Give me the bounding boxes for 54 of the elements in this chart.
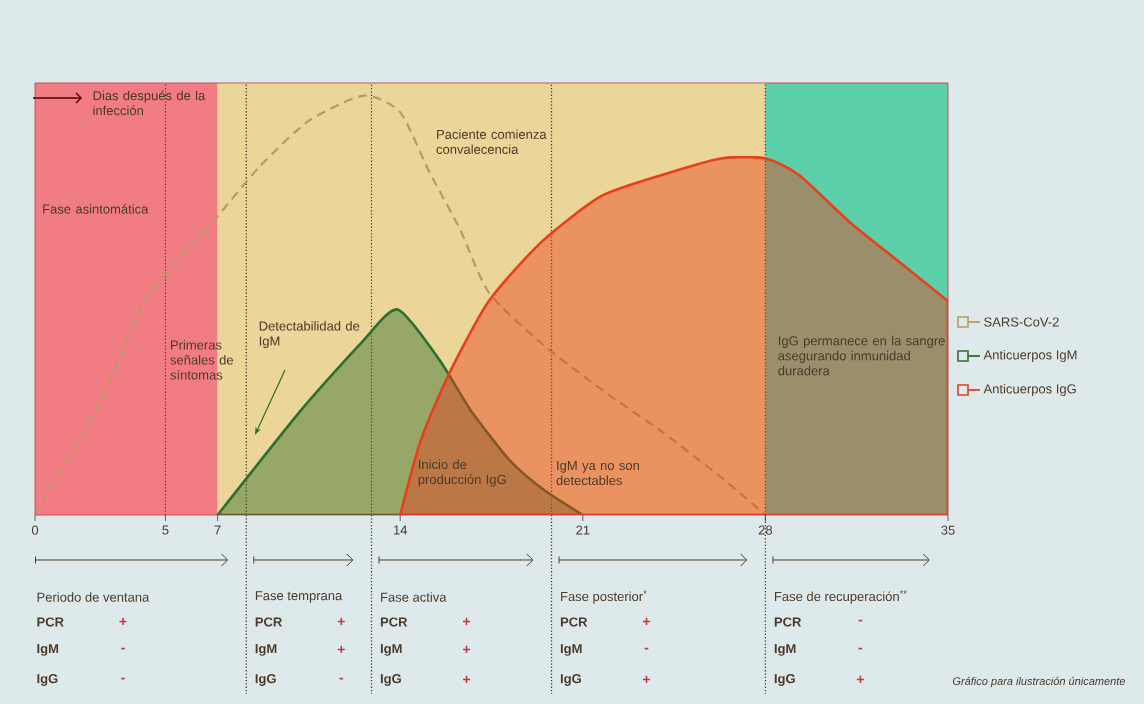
text: - — [121, 647, 125, 650]
text: PCR — [255, 617, 283, 627]
text: PCR — [37, 617, 64, 627]
x-tick-label: 5 — [162, 525, 169, 535]
text: Periodo de ventana — [37, 592, 150, 602]
x-tick-label: 14 — [393, 525, 408, 535]
text: Gráfico para ilustración únicamente — [952, 676, 1126, 688]
text: + — [463, 645, 471, 653]
text: PCR — [560, 617, 588, 627]
text: IgM — [560, 644, 582, 656]
x-tick-label: 35 — [941, 525, 955, 535]
annotation: Inicio de producción IgG — [418, 459, 506, 487]
annotation: Detectabilidad de IgM — [259, 321, 360, 349]
text: IgM — [380, 644, 402, 656]
text: + — [337, 617, 345, 625]
text: + — [463, 617, 471, 625]
text: IgM — [37, 644, 59, 656]
text: IgG — [774, 674, 795, 686]
text: + — [119, 617, 127, 625]
text: + — [337, 645, 345, 653]
text: + — [642, 675, 651, 683]
x-axis-title: Dias después de la infección — [93, 90, 206, 116]
text: - — [644, 647, 649, 650]
legend-label: Anticuerpos IgG — [983, 383, 1076, 397]
text: PCR — [380, 617, 408, 627]
text: Fase de recuperación$^{**}$ — [775, 590, 907, 604]
text: Fase activa — [381, 592, 447, 602]
x-tick-label: 0 — [31, 525, 39, 535]
annotation: IgM ya no son detectables — [556, 461, 639, 486]
annotation: Fase asintomática — [43, 203, 149, 214]
text: IgM — [774, 644, 796, 656]
text: + — [856, 675, 864, 683]
text: - — [121, 677, 125, 680]
annotation: Paciente comienza convalecencia — [436, 129, 547, 154]
text: IgG — [255, 674, 276, 686]
text: + — [642, 617, 651, 625]
text: - — [339, 677, 344, 680]
text: IgG — [380, 674, 401, 686]
text: + — [463, 675, 471, 683]
text: - — [858, 647, 863, 650]
text: PCR — [774, 617, 802, 627]
x-tick-label: 21 — [576, 525, 590, 535]
text: - — [858, 619, 863, 622]
text: Fase posterior$^{*}$ — [561, 590, 647, 604]
x-tick-label: 28 — [758, 525, 773, 535]
x-tick-label: 7 — [214, 525, 221, 535]
text: Fase temprana — [255, 591, 343, 603]
text: IgG — [560, 674, 581, 686]
text: IgG — [37, 674, 58, 686]
annotation: IgG permanece en la sangre asegurando inmunidad duradera — [778, 335, 945, 376]
ref-line-label: Primeras señales de síntomas — [170, 340, 233, 380]
text: IgM — [255, 644, 277, 656]
legend-label: Anticuerpos IgM — [983, 349, 1077, 363]
legend-label: SARS-CoV-2 — [984, 317, 1059, 327]
